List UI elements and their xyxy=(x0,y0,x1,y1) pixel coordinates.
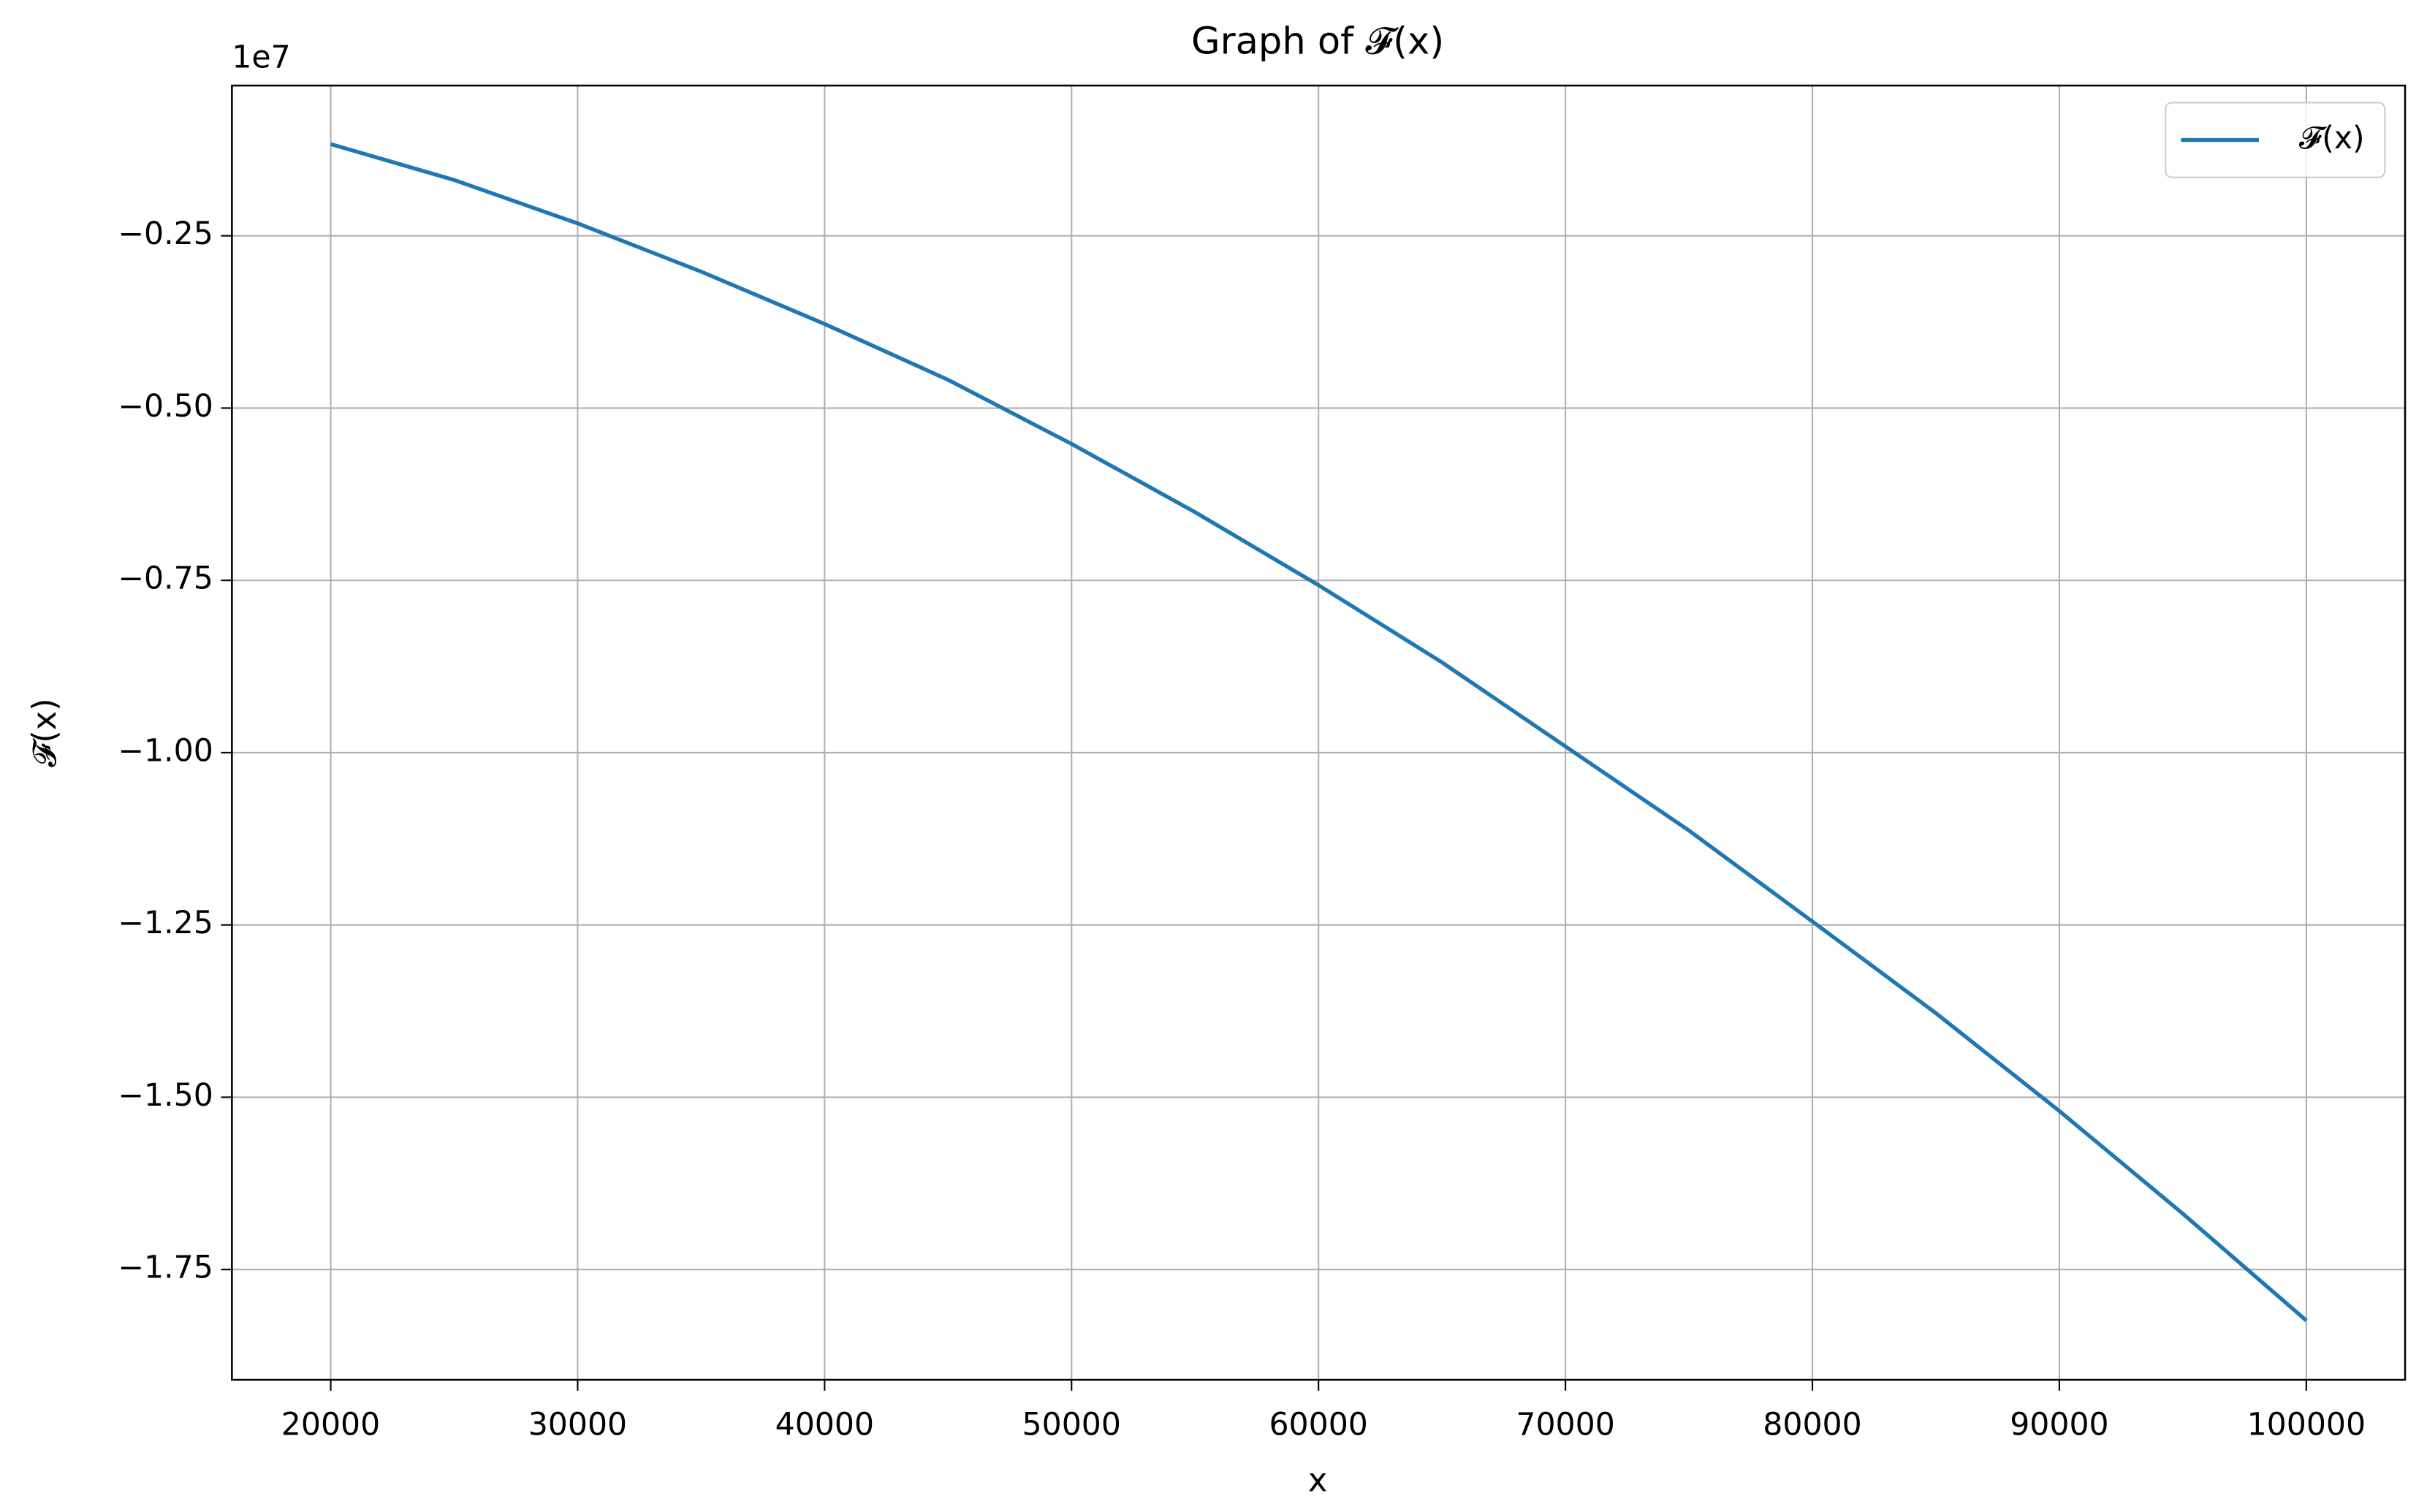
y-tick-label: −0.25 xyxy=(118,216,213,252)
chart-title: Graph of 𝓕(x) xyxy=(1191,20,1444,64)
x-axis-label: x xyxy=(1308,1462,1327,1500)
y-tick-label: −1.00 xyxy=(118,732,213,769)
y-tick-label: −1.25 xyxy=(118,905,213,941)
data-line xyxy=(330,142,2308,1322)
x-tick-label: 20000 xyxy=(281,1406,380,1443)
y-tick-label: −0.50 xyxy=(118,388,213,425)
y-axis-label: 𝓕(x) xyxy=(26,698,64,767)
legend-box xyxy=(2165,102,2386,178)
x-tick-label: 70000 xyxy=(1516,1406,1614,1443)
y-offset-label: 1e7 xyxy=(232,39,290,75)
axes-frame xyxy=(231,84,2407,1381)
x-tick-label: 40000 xyxy=(775,1406,874,1443)
x-tick-label: 60000 xyxy=(1269,1406,1367,1443)
x-tick-label: 100000 xyxy=(2247,1406,2366,1443)
y-tick-label: −0.75 xyxy=(118,561,213,597)
y-tick-label: −1.75 xyxy=(118,1250,213,1286)
x-tick-label: 30000 xyxy=(528,1406,627,1443)
x-tick-label: 80000 xyxy=(1763,1406,1861,1443)
x-tick-label: 50000 xyxy=(1022,1406,1121,1443)
x-tick-label: 90000 xyxy=(2010,1406,2108,1443)
legend-label: 𝓕(x) xyxy=(2299,120,2365,156)
y-tick-label: −1.50 xyxy=(118,1077,213,1114)
